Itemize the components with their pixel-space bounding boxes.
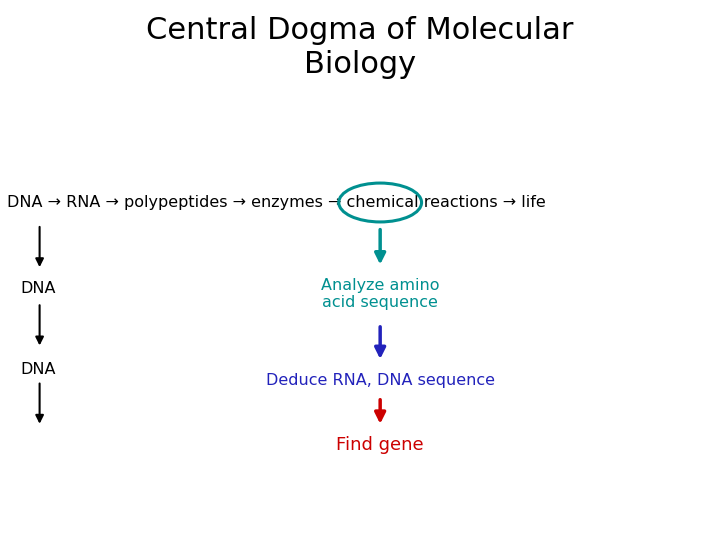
Text: Analyze amino
acid sequence: Analyze amino acid sequence [321,278,439,310]
Text: DNA → RNA → polypeptides → enzymes → chemical reactions → life: DNA → RNA → polypeptides → enzymes → che… [7,195,546,210]
Text: Find gene: Find gene [336,436,424,455]
Text: Central Dogma of Molecular
Biology: Central Dogma of Molecular Biology [146,16,574,79]
Text: DNA: DNA [20,281,55,296]
Text: Deduce RNA, DNA sequence: Deduce RNA, DNA sequence [266,373,495,388]
Text: DNA: DNA [20,362,55,377]
